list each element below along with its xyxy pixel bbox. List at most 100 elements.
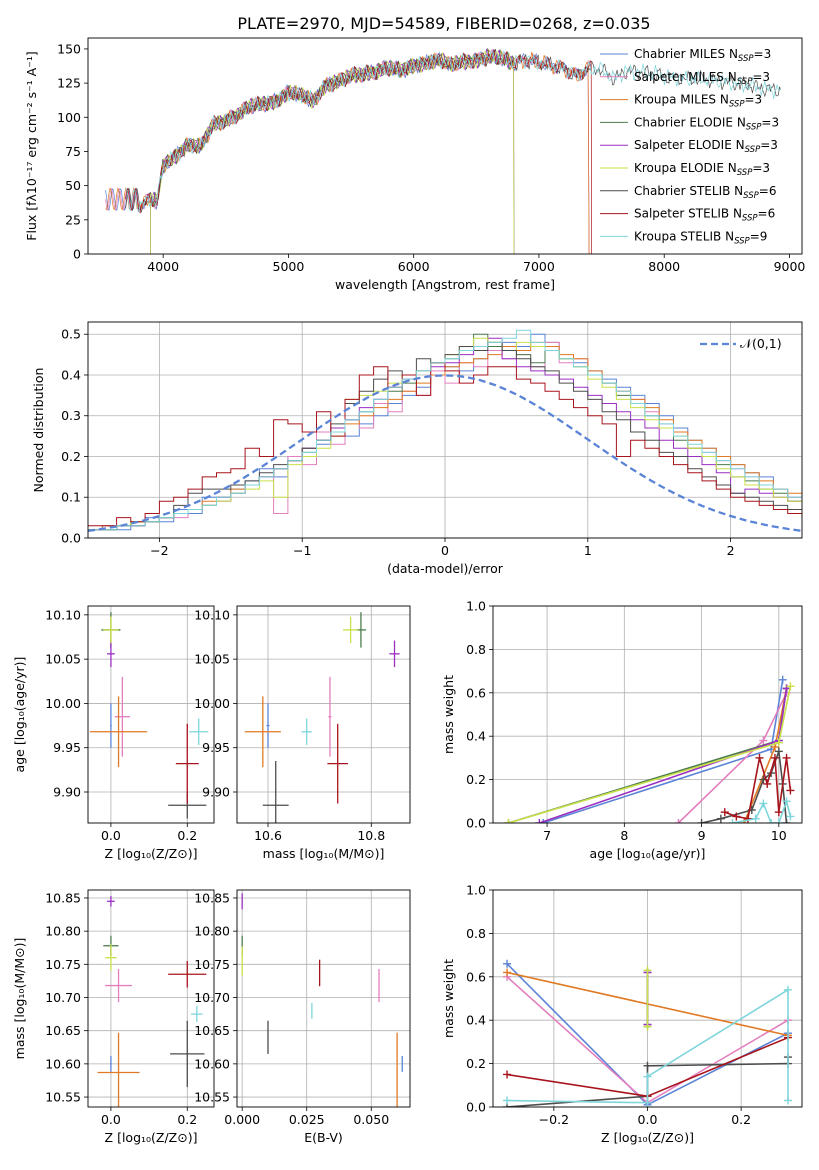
y-tick-label: 0.2 bbox=[466, 772, 486, 787]
chart-6: 0.0 0.2 10.55 10.60 10.65 10.70 10.75 10.80 10.8… bbox=[12, 889, 215, 1145]
plot-area bbox=[244, 612, 400, 823]
y-tick-label: 9.90 bbox=[53, 785, 81, 800]
y-tick-label: 9.90 bbox=[202, 785, 230, 800]
y-tick-label: 75 bbox=[65, 144, 81, 159]
y-tick-label: 10.60 bbox=[45, 1056, 81, 1071]
mass-weight-line bbox=[701, 751, 788, 823]
y-tick-label: 10.10 bbox=[194, 607, 230, 622]
plot-area bbox=[97, 895, 207, 1107]
legend-label: Kroupa ELODIE NSSP=3 bbox=[634, 161, 770, 178]
x-axis-label: wavelength [Angstrom, rest frame] bbox=[335, 277, 555, 292]
y-tick-label: 0.5 bbox=[61, 327, 81, 342]
axes-frame bbox=[492, 889, 803, 1108]
x-tick-label: 9 bbox=[698, 828, 706, 843]
x-tick-label: −1 bbox=[293, 543, 311, 558]
spectrum-line bbox=[125, 49, 781, 213]
y-tick-label: 10.70 bbox=[45, 990, 81, 1005]
x-tick-label: 0.050 bbox=[353, 1112, 389, 1127]
x-tick-label: 10.6 bbox=[254, 828, 282, 843]
x-tick-label: 5000 bbox=[273, 259, 305, 274]
x-axis-label: Z [log₁₀(Z/Z⊙)] bbox=[105, 846, 198, 861]
x-axis-label: mass [log₁₀(M/M⊙)] bbox=[263, 846, 385, 861]
chart-8: −0.2 0.0 0.2 0.0 0.2 0.4 0.6 0.8 1.0 Z [log₁₀(Z/Z… bbox=[441, 883, 803, 1145]
x-tick-label: 0.0 bbox=[638, 1112, 658, 1127]
y-tick-label: 0.3 bbox=[61, 408, 81, 423]
y-tick-label: 10.65 bbox=[45, 1023, 81, 1038]
legend: Chabrier MILES NSSP=3 Salpeter MILES NSSP… bbox=[600, 47, 779, 246]
y-tick-label: 10.55 bbox=[194, 1090, 230, 1105]
y-tick-label: 10.10 bbox=[45, 607, 81, 622]
y-tick-label: 10.75 bbox=[194, 957, 230, 972]
y-tick-label: 0.0 bbox=[61, 531, 81, 546]
y-axis-label: age [log₁₀(age/yr)] bbox=[12, 657, 27, 773]
x-tick-label: 1 bbox=[584, 543, 592, 558]
figure-title: PLATE=2970, MJD=54589, FIBERID=0268, z=0… bbox=[237, 14, 650, 33]
x-tick-label: 8000 bbox=[648, 259, 680, 274]
legend-label: Kroupa STELIB NSSP=9 bbox=[634, 229, 767, 246]
x-axis-label: Z [log₁₀(Z/Z⊙)] bbox=[601, 1130, 694, 1145]
y-tick-label: 0.2 bbox=[61, 449, 81, 464]
y-tick-label: 0.8 bbox=[466, 926, 486, 941]
y-tick-label: 10.55 bbox=[45, 1090, 81, 1105]
y-tick-label: 0.2 bbox=[466, 1056, 486, 1071]
spectrum-line bbox=[150, 50, 515, 254]
axes-frame bbox=[236, 605, 411, 824]
y-tick-label: 9.95 bbox=[53, 740, 81, 755]
x-tick-label: 0.0 bbox=[101, 1112, 121, 1127]
legend-label: 𝒩(0,1) bbox=[740, 336, 782, 351]
axes-frame bbox=[87, 889, 215, 1108]
y-tick-label: 10.00 bbox=[194, 696, 230, 711]
y-tick-label: 10.80 bbox=[45, 924, 81, 939]
legend-label: Salpeter STELIB NSSP=6 bbox=[634, 207, 775, 224]
axes-frame bbox=[236, 889, 411, 1108]
chart-1: 4000 5000 6000 7000 8000 9000 0 25 50 75 100 125 150… bbox=[24, 37, 806, 292]
legend-label: Salpeter MILES NSSP=3 bbox=[634, 70, 770, 87]
y-tick-label: 0.0 bbox=[466, 816, 486, 831]
y-tick-label: 0 bbox=[73, 247, 81, 262]
y-tick-label: 25 bbox=[65, 212, 81, 227]
x-axis-label: Z [log₁₀(Z/Z⊙)] bbox=[105, 1130, 198, 1145]
legend-label: Kroupa MILES NSSP=3 bbox=[634, 93, 762, 110]
legend-label: Chabrier MILES NSSP=3 bbox=[634, 47, 771, 64]
plot-area bbox=[105, 48, 781, 254]
y-tick-label: 150 bbox=[57, 41, 81, 56]
y-axis-label: mass weight bbox=[441, 959, 456, 1038]
y-tick-label: 0.1 bbox=[61, 490, 81, 505]
y-tick-label: 10.05 bbox=[194, 652, 230, 667]
chart-3: 0.0 0.2 9.90 9.95 10.00 10.05 10.10 Z [log₁₀(Z/… bbox=[12, 605, 215, 861]
y-tick-label: 0.6 bbox=[466, 685, 486, 700]
plot-area bbox=[241, 893, 403, 1107]
x-tick-label: 4000 bbox=[147, 259, 179, 274]
x-tick-label: 0.0 bbox=[101, 828, 121, 843]
chart-2: −2 −1 0 1 2 0.0 0.1 0.2 0.3 0.4 0.5 (data-model)/er… bbox=[31, 321, 803, 576]
y-tick-label: 10.85 bbox=[194, 890, 230, 905]
y-tick-label: 10.75 bbox=[45, 957, 81, 972]
y-tick-label: 1.0 bbox=[466, 599, 486, 614]
gaussian-reference-line bbox=[88, 374, 802, 533]
x-tick-label: 0.2 bbox=[177, 1112, 197, 1127]
x-tick-label: 0.025 bbox=[289, 1112, 325, 1127]
x-tick-label: 0.2 bbox=[177, 828, 197, 843]
y-tick-label: 1.0 bbox=[466, 883, 486, 898]
x-tick-label: 6000 bbox=[398, 259, 430, 274]
y-tick-label: 10.80 bbox=[194, 924, 230, 939]
y-tick-label: 10.60 bbox=[194, 1056, 230, 1071]
axes-frame bbox=[87, 37, 803, 255]
x-tick-label: 9000 bbox=[774, 259, 806, 274]
chart-7: 0.000 0.025 0.050 10.55 10.60 10.65 10.70 10.75… bbox=[194, 889, 411, 1145]
y-axis-label: mass [log₁₀(M/M⊙)] bbox=[12, 938, 27, 1060]
plot-area bbox=[88, 329, 802, 533]
spectrum-line bbox=[125, 48, 592, 254]
y-tick-label: 0.8 bbox=[466, 642, 486, 657]
plot-area bbox=[504, 675, 795, 823]
y-tick-label: 9.95 bbox=[202, 740, 230, 755]
axes-frame bbox=[87, 605, 215, 824]
chart-4: 10.6 10.8 9.90 9.95 10.00 10.05 10.10 mass [log… bbox=[194, 605, 411, 861]
y-tick-label: 0.0 bbox=[466, 1100, 486, 1115]
mass-weight-line bbox=[508, 688, 788, 823]
x-tick-label: −0.2 bbox=[539, 1112, 569, 1127]
spectrum-line bbox=[125, 50, 781, 213]
chart-5: 7 8 9 10 0.0 0.2 0.4 0.6 0.8 1.0 age [log₁₀(age/yr… bbox=[441, 599, 803, 861]
plot-area bbox=[503, 959, 792, 1107]
